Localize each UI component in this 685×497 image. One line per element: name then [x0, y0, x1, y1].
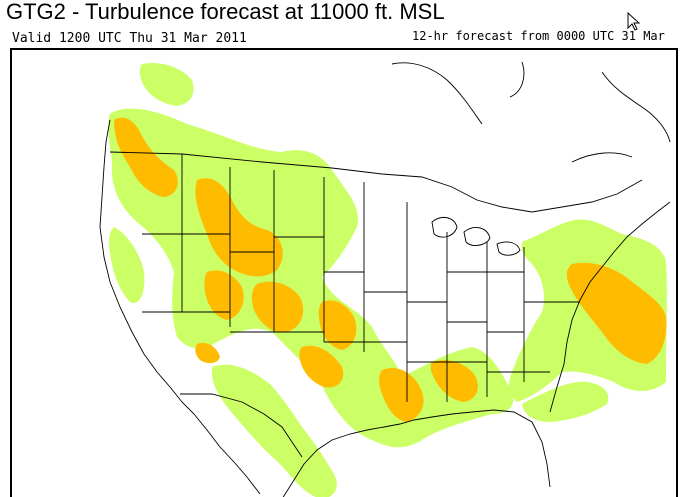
map-title: GTG2 - Turbulence forecast at 11000 ft. …: [6, 0, 445, 24]
us-mexico-border: [180, 393, 303, 458]
light-zone-texas: [286, 432, 320, 470]
canada-coast: [391, 61, 671, 163]
moderate-zone-oregon: [132, 150, 154, 175]
coastline-east: [549, 201, 671, 413]
light-zone-southeast: [522, 381, 609, 422]
boundary-layer: [99, 61, 671, 497]
us-canada-border: [109, 151, 643, 213]
forecast-info: 12-hr forecast from 0000 UTC 31 Mar: [412, 29, 665, 43]
moderate-zone-kansas: [318, 300, 357, 350]
moderate-zone-northeast: [566, 262, 667, 364]
moderate-zone-mississippi: [430, 360, 478, 402]
state-borders-vertical: [142, 154, 580, 402]
moderate-zone-arizona: [195, 342, 220, 364]
great-lakes: [431, 216, 521, 256]
moderate-zone-gulf: [379, 367, 424, 422]
turbulence-map: [10, 48, 678, 497]
light-zone-south: [211, 364, 337, 497]
moderate-zone-colorado: [251, 281, 304, 333]
moderate-zone-oklahoma: [299, 345, 344, 388]
moderate-turbulence-layer: [114, 117, 667, 422]
mouse-pointer-icon: [627, 12, 641, 31]
coastline-west: [99, 119, 261, 495]
moderate-zone-utah: [204, 270, 244, 320]
valid-time: Valid 1200 UTC Thu 31 Mar 2011: [12, 31, 247, 46]
light-zone-canada: [139, 62, 194, 106]
coastline-gulf: [282, 409, 551, 497]
light-zone-west-coast: [109, 227, 145, 303]
